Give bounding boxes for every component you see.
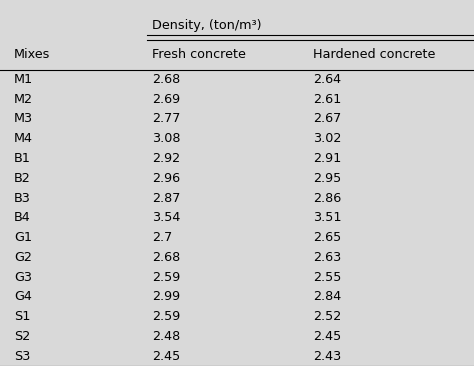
Text: 2.45: 2.45 [152, 350, 180, 363]
Text: 2.91: 2.91 [313, 152, 341, 165]
Text: 2.59: 2.59 [152, 270, 180, 284]
Text: M2: M2 [14, 93, 33, 106]
Text: 2.55: 2.55 [313, 270, 341, 284]
Text: S2: S2 [14, 330, 30, 343]
Text: B4: B4 [14, 211, 31, 224]
Text: B1: B1 [14, 152, 31, 165]
Text: 2.45: 2.45 [313, 330, 341, 343]
Text: 3.08: 3.08 [152, 132, 180, 145]
Text: 2.92: 2.92 [152, 152, 180, 165]
Text: S3: S3 [14, 350, 31, 363]
Text: 2.67: 2.67 [313, 112, 341, 126]
Text: G2: G2 [14, 251, 32, 264]
Text: S1: S1 [14, 310, 31, 323]
Text: 2.52: 2.52 [313, 310, 341, 323]
Text: G1: G1 [14, 231, 32, 244]
Text: 2.61: 2.61 [313, 93, 341, 106]
Text: 2.68: 2.68 [152, 251, 180, 264]
Text: Density, (ton/m³): Density, (ton/m³) [152, 19, 261, 31]
Text: 3.02: 3.02 [313, 132, 341, 145]
Text: Fresh concrete: Fresh concrete [152, 48, 246, 61]
Text: G4: G4 [14, 290, 32, 303]
Text: G3: G3 [14, 270, 32, 284]
Text: 2.99: 2.99 [152, 290, 180, 303]
Text: B2: B2 [14, 172, 31, 185]
Text: 2.48: 2.48 [152, 330, 180, 343]
Text: 2.65: 2.65 [313, 231, 341, 244]
Text: 3.51: 3.51 [313, 211, 341, 224]
Text: 2.86: 2.86 [313, 191, 341, 205]
Text: 2.77: 2.77 [152, 112, 180, 126]
Text: 2.84: 2.84 [313, 290, 341, 303]
Text: 2.68: 2.68 [152, 73, 180, 86]
Text: 2.69: 2.69 [152, 93, 180, 106]
Text: 3.54: 3.54 [152, 211, 180, 224]
Text: Mixes: Mixes [14, 48, 51, 61]
Text: 2.87: 2.87 [152, 191, 180, 205]
Text: 2.96: 2.96 [152, 172, 180, 185]
Text: 2.7: 2.7 [152, 231, 172, 244]
Text: 2.95: 2.95 [313, 172, 341, 185]
Text: M1: M1 [14, 73, 33, 86]
Text: Hardened concrete: Hardened concrete [313, 48, 435, 61]
Text: 2.64: 2.64 [313, 73, 341, 86]
Text: B3: B3 [14, 191, 31, 205]
Text: 2.63: 2.63 [313, 251, 341, 264]
Text: M3: M3 [14, 112, 33, 126]
Text: M4: M4 [14, 132, 33, 145]
Text: 2.59: 2.59 [152, 310, 180, 323]
Text: 2.43: 2.43 [313, 350, 341, 363]
